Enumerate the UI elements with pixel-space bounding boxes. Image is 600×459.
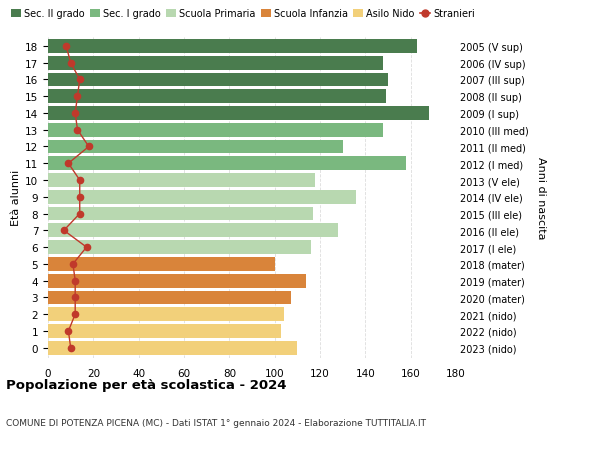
Bar bbox=[48, 107, 429, 121]
Text: COMUNE DI POTENZA PICENA (MC) - Dati ISTAT 1° gennaio 2024 - Elaborazione TUTTIT: COMUNE DI POTENZA PICENA (MC) - Dati IST… bbox=[6, 418, 426, 427]
Text: Popolazione per età scolastica - 2024: Popolazione per età scolastica - 2024 bbox=[6, 379, 287, 392]
Bar bbox=[48, 207, 313, 221]
Bar bbox=[48, 40, 418, 54]
Bar bbox=[48, 341, 298, 355]
Bar bbox=[48, 73, 388, 87]
Bar bbox=[48, 90, 386, 104]
Bar bbox=[48, 325, 281, 338]
Bar bbox=[48, 241, 311, 254]
Y-axis label: Età alunni: Età alunni bbox=[11, 169, 21, 225]
Bar bbox=[48, 291, 290, 305]
Bar bbox=[48, 174, 316, 187]
Bar bbox=[48, 224, 338, 238]
Legend: Sec. II grado, Sec. I grado, Scuola Primaria, Scuola Infanzia, Asilo Nido, Stran: Sec. II grado, Sec. I grado, Scuola Prim… bbox=[11, 10, 475, 19]
Bar bbox=[48, 308, 284, 321]
Bar bbox=[48, 140, 343, 154]
Bar bbox=[48, 157, 406, 171]
Bar bbox=[48, 274, 307, 288]
Bar bbox=[48, 257, 275, 271]
Bar bbox=[48, 56, 383, 70]
Y-axis label: Anni di nascita: Anni di nascita bbox=[536, 156, 545, 239]
Bar bbox=[48, 190, 356, 204]
Bar bbox=[48, 123, 383, 137]
